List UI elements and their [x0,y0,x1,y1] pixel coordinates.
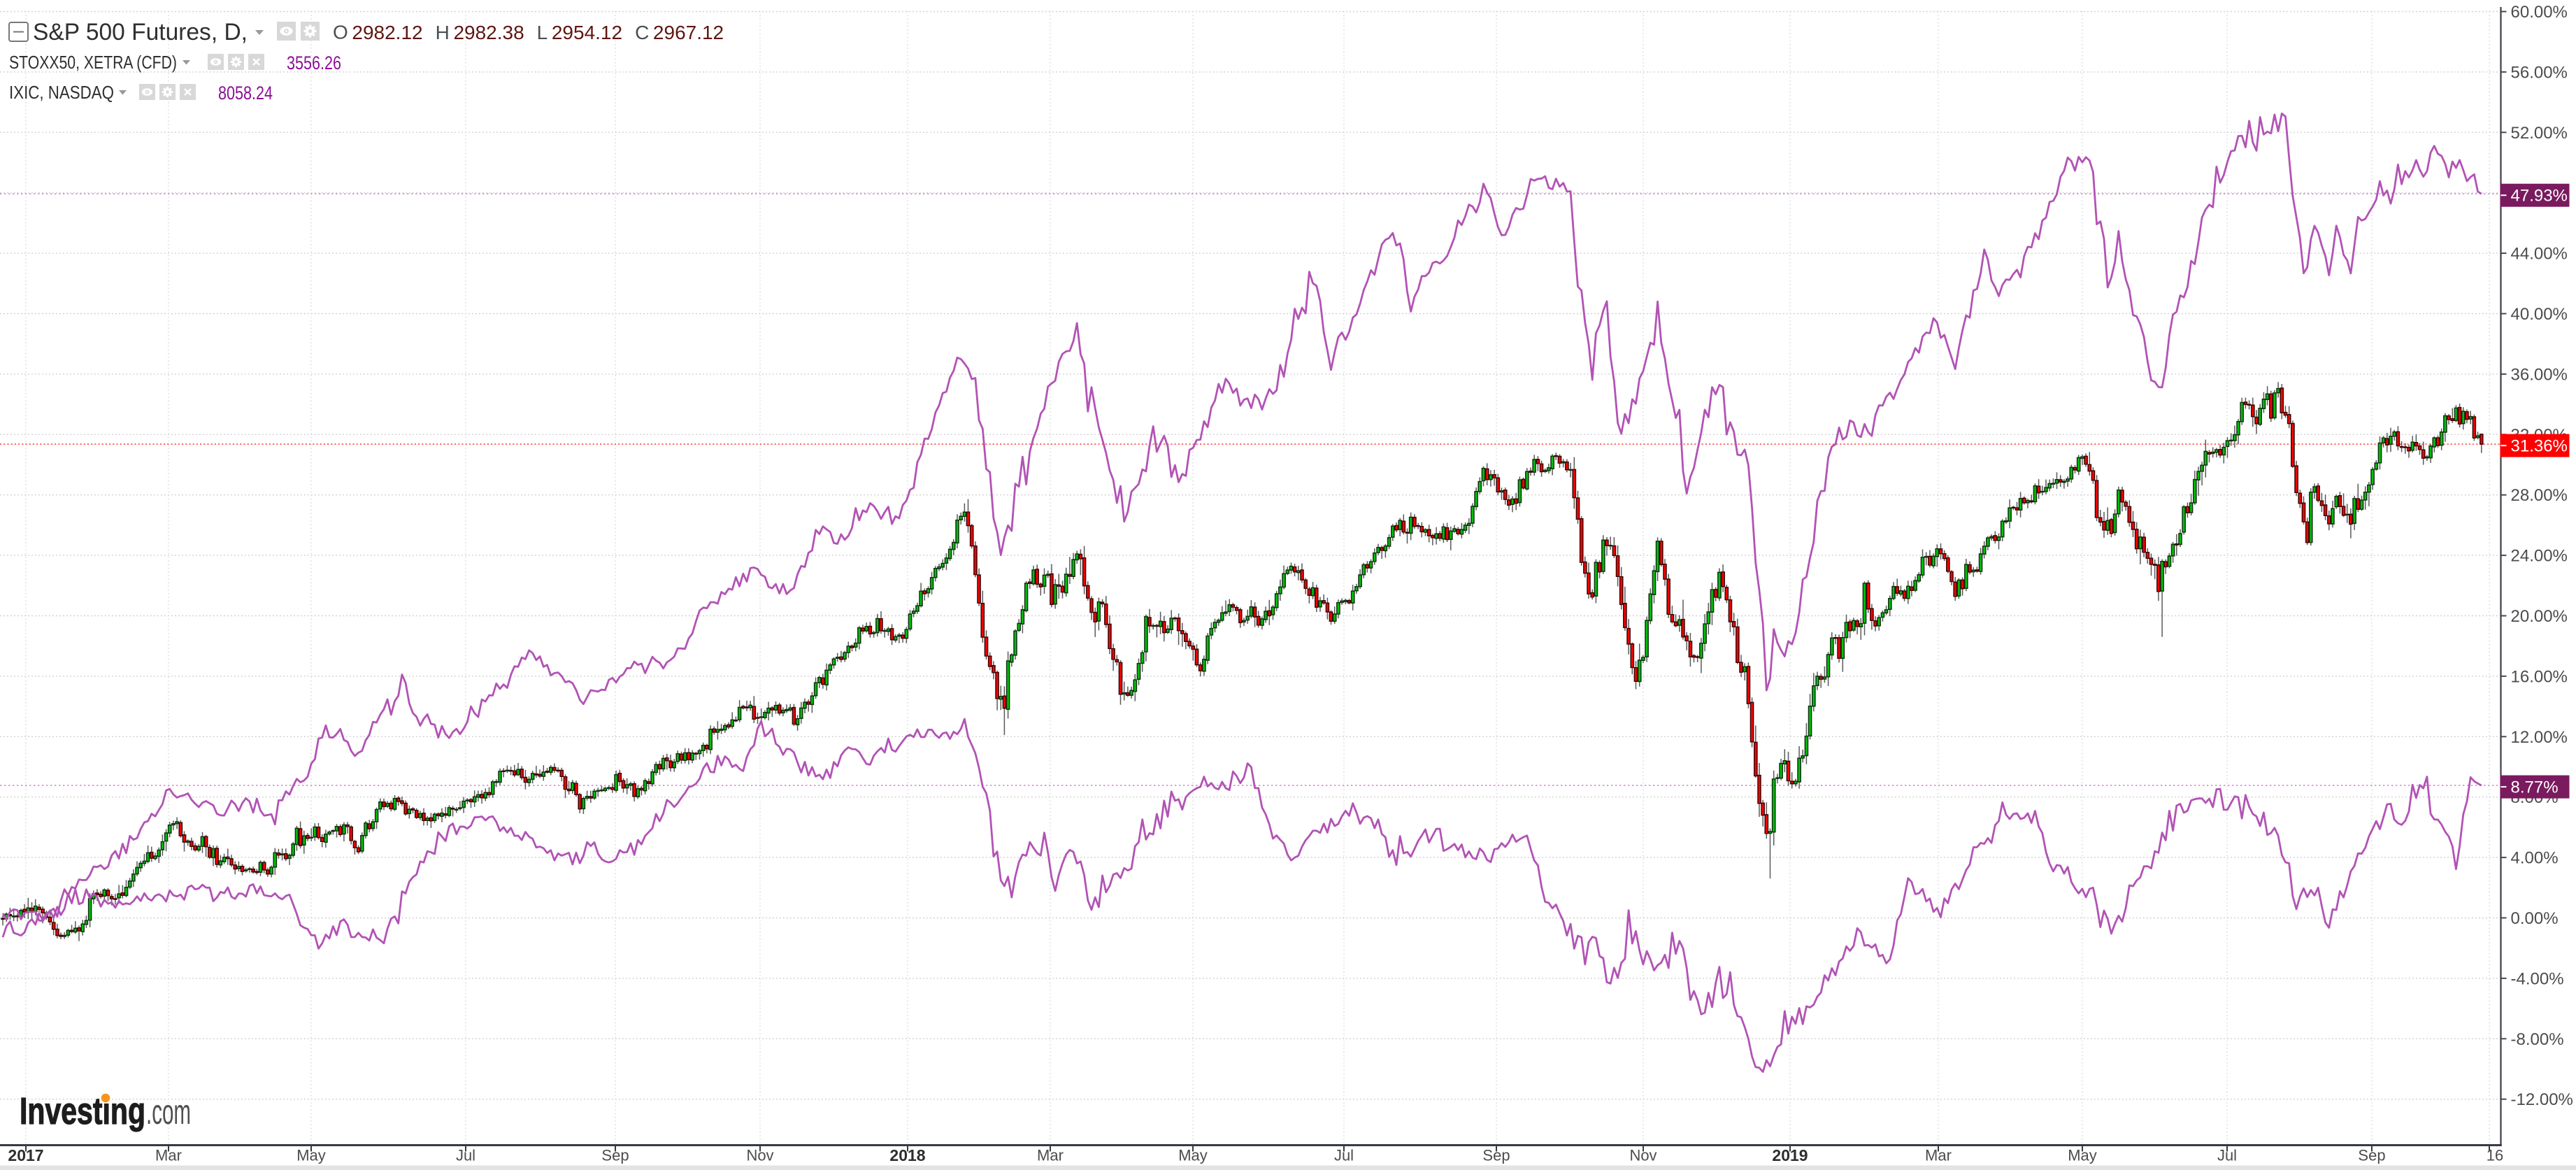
svg-text:47.93%: 47.93% [2511,187,2568,206]
svg-text:56.00%: 56.00% [2511,63,2568,82]
svg-text:.com: .com [146,1092,191,1132]
svg-text:16.00%: 16.00% [2511,667,2568,686]
svg-text:Jul: Jul [2217,1147,2237,1164]
svg-text:Investıng: Investıng [20,1090,145,1132]
svg-text:16: 16 [2486,1147,2503,1164]
svg-text:Nov: Nov [746,1147,773,1164]
svg-text:24.00%: 24.00% [2511,547,2568,566]
svg-text:44.00%: 44.00% [2511,245,2568,264]
svg-text:Sep: Sep [2358,1147,2385,1164]
svg-text:Sep: Sep [1482,1147,1510,1164]
svg-text:S&P 500 Futures, D,: S&P 500 Futures, D, [33,19,248,45]
svg-text:-4.00%: -4.00% [2511,969,2564,988]
svg-text:-8.00%: -8.00% [2511,1030,2564,1049]
svg-text:STOXX50, XETRA (CFD): STOXX50, XETRA (CFD) [9,52,177,73]
svg-text:52.00%: 52.00% [2511,124,2568,143]
svg-text:2017: 2017 [8,1146,43,1164]
svg-text:40.00%: 40.00% [2511,305,2568,324]
svg-text:12.00%: 12.00% [2511,728,2568,747]
svg-text:20.00%: 20.00% [2511,607,2568,626]
svg-text:0.00%: 0.00% [2511,909,2559,928]
svg-text:8058.24: 8058.24 [218,83,273,104]
svg-text:Mar: Mar [1037,1147,1064,1164]
svg-text:8.77%: 8.77% [2511,778,2559,797]
svg-text:3556.26: 3556.26 [287,52,341,73]
svg-text:2019: 2019 [1772,1146,1808,1164]
svg-text:May: May [2068,1147,2097,1164]
svg-text:-12.00%: -12.00% [2511,1090,2573,1109]
svg-text:36.00%: 36.00% [2511,365,2568,384]
svg-text:60.00%: 60.00% [2511,3,2568,22]
svg-text:Mar: Mar [155,1147,182,1164]
svg-text:IXIC, NASDAQ: IXIC, NASDAQ [9,82,114,103]
svg-text:28.00%: 28.00% [2511,486,2568,505]
svg-text:May: May [1178,1147,1208,1164]
svg-text:Sep: Sep [601,1147,629,1164]
svg-text:2018: 2018 [889,1146,925,1164]
svg-text:Jul: Jul [456,1147,475,1164]
svg-text:Jul: Jul [1334,1147,1354,1164]
svg-text:Mar: Mar [1925,1147,1952,1164]
svg-text:4.00%: 4.00% [2511,849,2559,868]
svg-text:May: May [296,1147,326,1164]
svg-text:31.36%: 31.36% [2511,437,2568,456]
svg-text:Nov: Nov [1629,1147,1656,1164]
